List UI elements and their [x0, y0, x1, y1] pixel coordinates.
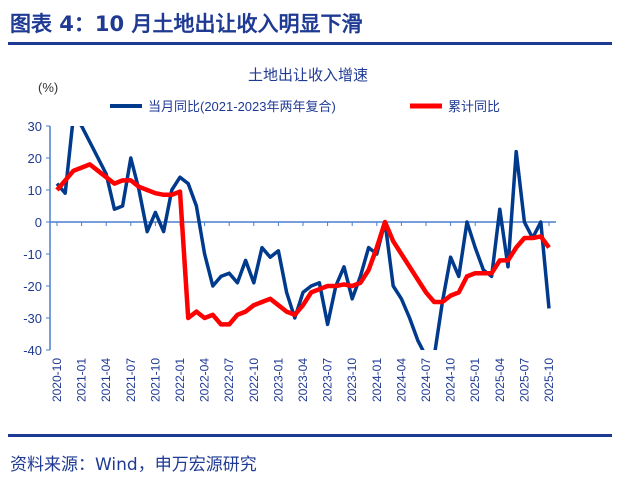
- x-tick-label: 2024-10: [444, 358, 458, 402]
- y-axis-label: (%): [38, 80, 58, 95]
- y-tick-label: 20: [28, 151, 42, 166]
- x-tick-label: 2023-01: [271, 358, 285, 402]
- x-tick-label: 2021-10: [148, 358, 162, 402]
- legend-label-monthly: 当月同比(2021-2023年两年复合): [148, 99, 336, 114]
- x-tick-label: 2021-07: [124, 358, 138, 402]
- y-tick-label: 10: [28, 183, 42, 198]
- chart: 土地出让收入增速 (%) 当月同比(2021-2023年两年复合) 累计同比 3…: [23, 67, 556, 402]
- x-tick-label: 2024-07: [419, 358, 433, 402]
- legend-label-cumulative: 累计同比: [448, 99, 500, 114]
- legend: 当月同比(2021-2023年两年复合) 累计同比: [110, 99, 500, 114]
- axes: 30 20 10 0 -10 -20 -30 -40 2020-10 2021-01 2021-04…: [23, 119, 556, 402]
- series-line-monthly: [55, 126, 551, 350]
- x-tick-label: 2025-04: [493, 358, 507, 402]
- x-tick-label: 2024-01: [370, 358, 384, 402]
- y-tick-label: -10: [23, 247, 42, 262]
- x-tick-label: 2022-04: [198, 358, 212, 402]
- x-tick-label: 2023-07: [321, 358, 335, 402]
- x-tick-label: 2022-07: [222, 358, 236, 402]
- top-divider: [8, 42, 612, 45]
- x-tick-label: 2025-10: [542, 358, 556, 402]
- x-tick-label: 2025-01: [468, 358, 482, 402]
- y-tick-label: -40: [23, 343, 42, 358]
- x-tick-label: 2022-10: [247, 358, 261, 402]
- source-note: 资料来源：Wind，申万宏源研究: [10, 455, 257, 475]
- bottom-divider: [8, 434, 612, 437]
- x-tick-label: 2023-04: [296, 358, 310, 402]
- x-tick-label: 2020-10: [50, 358, 64, 402]
- y-tick-label: 30: [28, 119, 42, 134]
- x-tick-label: 2021-04: [99, 358, 113, 402]
- plot-lines: [55, 126, 551, 350]
- x-tick-label: 2024-04: [394, 358, 408, 402]
- x-tick-label: 2023-10: [345, 358, 359, 402]
- y-tick-label: 0: [35, 215, 42, 230]
- x-tick-label: 2021-01: [75, 358, 89, 402]
- x-tick-label: 2022-01: [173, 358, 187, 402]
- y-tick-label: -30: [23, 311, 42, 326]
- figure-title: 图表 4：10 月土地出让收入明显下滑: [10, 12, 363, 36]
- y-tick-label: -20: [23, 279, 42, 294]
- chart-title: 土地出让收入增速: [248, 67, 368, 84]
- x-tick-label: 2025-07: [517, 358, 531, 402]
